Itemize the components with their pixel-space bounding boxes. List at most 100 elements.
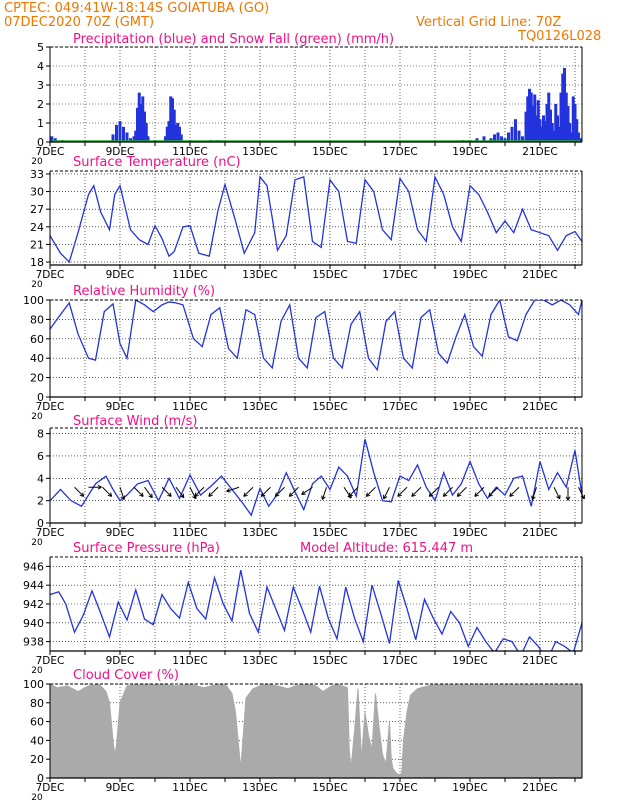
precip-bar — [144, 123, 148, 142]
wind-arrow — [509, 486, 520, 497]
wind-arrow — [88, 484, 102, 490]
precip-bar — [538, 119, 542, 142]
precip-bar — [575, 119, 579, 142]
precip-bar — [531, 105, 535, 142]
wind-arrow — [428, 486, 439, 497]
precip-bar — [118, 121, 122, 142]
y-tick-label: 946 — [23, 560, 44, 573]
x-tick-label: 19DEC — [452, 527, 487, 539]
precip-bar — [139, 104, 143, 142]
y-tick-label: 33 — [30, 168, 44, 181]
x-tick-label: 13DEC — [242, 146, 277, 158]
x-tick-label: 11DEC — [172, 401, 207, 413]
wind-arrow — [260, 486, 271, 497]
x-tick-label: 11DEC — [172, 655, 207, 667]
cloud-title: Cloud Cover (%) — [73, 668, 179, 683]
wind-arrow — [365, 486, 376, 497]
wind-arrow — [288, 486, 299, 497]
precip-bar — [493, 134, 496, 142]
y-tick-label: 8 — [37, 428, 44, 441]
temperature-title: Surface Temperature (nC) — [73, 155, 241, 170]
y-tick-label: 60 — [30, 716, 44, 729]
x-tick-label: 7DEC — [36, 782, 65, 794]
x-year-label: 20 — [31, 157, 43, 167]
precip-bar — [564, 92, 568, 142]
wind-title: Surface Wind (m/s) — [73, 414, 197, 429]
humidity-panel: 0 20 40 60 80 100 7DEC 9DEC 11DEC 13DEC 15DEC 17DEC… — [23, 284, 583, 422]
x-tick-label: 19DEC — [452, 146, 487, 158]
x-tick-label: 9DEC — [106, 527, 135, 539]
y-tick-label: 944 — [23, 579, 44, 592]
wind-arrow — [74, 486, 85, 497]
y-tick-label: 5 — [37, 41, 44, 54]
wind-arrow — [161, 486, 172, 497]
wind-arrow — [102, 486, 113, 497]
station-header: CPTEC: 049:41W-18:14S GOIATUBA (GO) — [4, 1, 270, 16]
y-tick-label: 0 — [37, 391, 44, 404]
wind-arrow — [243, 486, 254, 497]
x-tick-label: 19DEC — [452, 401, 487, 413]
x-tick-label: 15DEC — [312, 655, 347, 667]
wind-arrow — [301, 486, 313, 495]
precip-bar — [141, 96, 145, 142]
precip-bar — [550, 123, 554, 142]
x-tick-label: 13DEC — [242, 655, 277, 667]
x-tick-label: 15DEC — [312, 401, 347, 413]
y-tick-label: 40 — [30, 734, 44, 747]
precip-bar — [559, 92, 563, 142]
wind-arrow — [226, 486, 240, 493]
precip-bar — [542, 115, 545, 142]
wind-arrow — [383, 487, 390, 500]
wind-arrow — [194, 486, 205, 497]
cloud-panel: 0 20 40 60 80 100 7DEC 9DEC 11DEC 13DEC 15DEC 17DEC… — [23, 668, 583, 800]
y-tick-label: 100 — [23, 678, 44, 691]
precip-bar — [543, 121, 547, 142]
y-tick-label: 30 — [30, 186, 44, 199]
precip-bar — [528, 88, 531, 142]
wind-arrow — [442, 486, 453, 497]
temperature-line — [50, 174, 582, 264]
y-tick-label: 80 — [30, 697, 44, 710]
precip-bar — [125, 132, 129, 142]
precip-bar — [137, 92, 141, 142]
precip-bar — [167, 121, 171, 142]
precip-bar — [524, 111, 528, 142]
wind-arrow — [321, 487, 327, 500]
precip-bar — [146, 136, 150, 142]
precip-bar — [111, 134, 115, 142]
precip-bar — [53, 138, 57, 142]
humidity-title: Relative Humidity (%) — [73, 284, 215, 299]
model-code: TQ0126L028 — [518, 29, 602, 44]
x-tick-label: 11DEC — [172, 146, 207, 158]
precip-bar — [178, 126, 181, 142]
precip-bar — [129, 138, 132, 142]
x-tick-label: 7DEC — [36, 655, 65, 667]
x-tick-label: 17DEC — [382, 527, 417, 539]
x-tick-label: 21DEC — [522, 401, 557, 413]
x-tick-label: 9DEC — [106, 655, 135, 667]
precip-bar — [535, 115, 538, 142]
precip-bar — [503, 138, 507, 142]
x-tick-label: 13DEC — [242, 782, 277, 794]
y-tick-label: 21 — [30, 238, 44, 251]
y-tick-label: 0 — [37, 517, 44, 530]
x-tick-label: 11DEC — [172, 782, 207, 794]
wind-arrow — [274, 486, 285, 497]
wind-arrow — [348, 486, 359, 497]
precip-bar — [561, 73, 565, 142]
pressure-panel: 938 940 942 944 946 7DEC 9DEC 11DEC 13DEC 15DEC 17… — [23, 541, 583, 676]
x-tick-label: 13DEC — [242, 269, 277, 281]
x-year-label: 20 — [31, 793, 43, 800]
wind-arrow — [474, 486, 485, 497]
wind-arrow — [208, 486, 219, 497]
precipitation-title: Precipitation (blue) and Snow Fall (gree… — [73, 32, 394, 47]
precip-bar — [566, 105, 570, 142]
precip-bar — [115, 124, 118, 142]
x-tick-label: 19DEC — [452, 655, 487, 667]
y-tick-label: 2 — [37, 495, 44, 508]
wind-arrow — [456, 486, 467, 497]
precip-bar — [563, 67, 566, 142]
x-tick-label: 17DEC — [382, 146, 417, 158]
precip-bar — [578, 138, 582, 142]
x-tick-label: 15DEC — [312, 269, 347, 281]
